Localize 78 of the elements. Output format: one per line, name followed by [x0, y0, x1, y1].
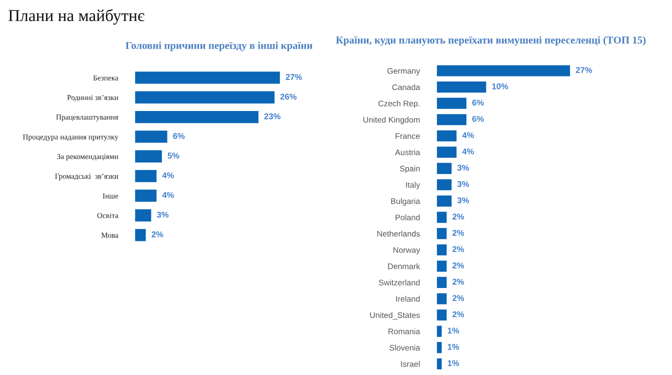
data-label: 3% [156, 212, 169, 218]
y-tick-label: Canada [392, 84, 420, 90]
data-label: 26% [280, 94, 297, 100]
bar [436, 98, 466, 109]
y-tick-label: Italy [406, 182, 420, 190]
data-label: 27% [576, 67, 592, 73]
y-tick-label: Ireland [396, 296, 420, 302]
y-tick-label: Denmark [388, 263, 420, 270]
data-label: 2% [452, 214, 464, 220]
bar [436, 195, 452, 207]
bar [436, 244, 447, 256]
y-tick-label: Israel [401, 360, 420, 367]
data-label: 4% [162, 192, 174, 198]
bar [135, 170, 157, 182]
data-label: 2% [452, 311, 464, 318]
bar [135, 228, 146, 242]
y-tick-label: United Kingdom [363, 116, 420, 124]
data-label: 2% [452, 278, 464, 285]
data-label: 2% [452, 262, 464, 268]
y-tick-label: Poland [396, 214, 420, 220]
chart-title: Країни, куди планують переїхати вимушені переселенці (ТОП 15) [336, 36, 646, 46]
data-label: 1% [448, 328, 460, 334]
y-tick-label: France [396, 133, 420, 139]
bar [135, 91, 275, 104]
data-label: 3% [457, 197, 469, 204]
data-label: 6% [472, 116, 484, 122]
data-label: 6% [173, 133, 185, 139]
bar [135, 130, 168, 143]
chart-title: Головні причини переїзду в інші країни [126, 42, 312, 52]
bar [135, 209, 152, 222]
data-label: 2% [152, 231, 164, 238]
bar [436, 309, 447, 321]
data-label: 2% [452, 246, 464, 252]
data-label: 1% [448, 344, 460, 350]
bar [135, 110, 258, 124]
data-label: 6% [472, 100, 484, 106]
data-label: 4% [162, 172, 174, 178]
bar [135, 190, 157, 202]
bar [436, 293, 447, 304]
bar [436, 130, 457, 142]
y-tick-label: Switzerland [378, 280, 420, 286]
data-label: 5% [168, 152, 180, 159]
bar [436, 114, 466, 126]
data-label: 4% [462, 132, 474, 138]
y-tick-label: Romania [388, 328, 420, 334]
y-tick-label: Spain [400, 166, 420, 174]
bar [436, 212, 447, 223]
y-tick-label: Germany [387, 68, 420, 76]
y-tick-label: United_States [370, 312, 420, 320]
data-label: 27% [286, 74, 302, 80]
data-label: 4% [462, 148, 474, 154]
bar [436, 260, 447, 272]
bar [135, 150, 162, 162]
bar [436, 276, 447, 288]
y-tick-label: Czech Rep. [378, 100, 420, 108]
bar [436, 326, 442, 337]
bar [135, 72, 280, 84]
bar [436, 342, 442, 354]
data-label: 3% [457, 164, 469, 171]
y-tick-label: Norway [393, 247, 420, 254]
bar [436, 228, 447, 240]
data-label: 2% [452, 230, 464, 236]
bar [436, 65, 570, 76]
bar [436, 82, 486, 93]
bar [436, 146, 457, 158]
data-label: 1% [448, 360, 460, 366]
data-label: 10% [492, 83, 508, 90]
bar [436, 358, 442, 370]
text: Плани на майбутнє [8, 9, 144, 25]
data-label: 2% [452, 295, 464, 301]
y-tick-label: Slovenia [390, 344, 420, 351]
data-label: 3% [457, 181, 469, 187]
bar [436, 179, 452, 190]
y-tick-label: Austria [395, 149, 420, 156]
y-tick-label: Bulgaria [391, 198, 420, 206]
bar [436, 162, 452, 174]
y-tick-label: Netherlands [377, 230, 420, 237]
data-label: 23% [264, 113, 280, 120]
